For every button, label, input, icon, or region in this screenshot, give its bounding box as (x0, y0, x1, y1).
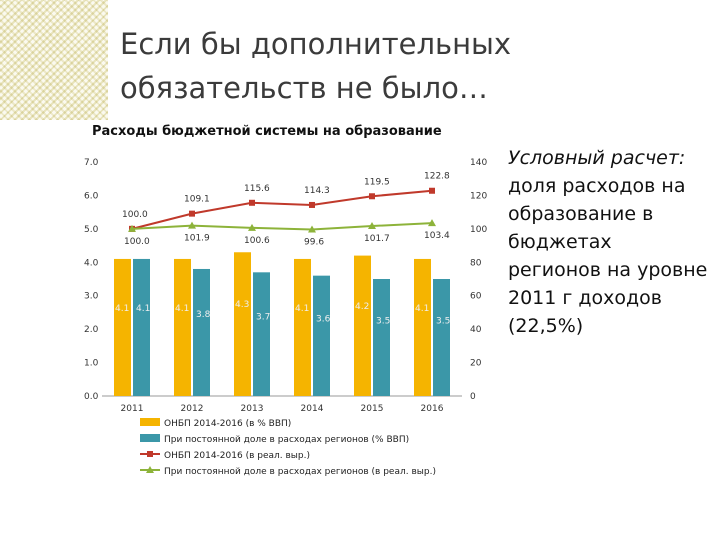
bar-const-share (253, 272, 270, 396)
y-left-tick-label: 1.0 (84, 359, 99, 369)
legend-swatch (140, 418, 160, 426)
bar-const-share (313, 275, 330, 396)
line-point-marker (368, 222, 376, 230)
x-tick-label: 2014 (301, 404, 324, 414)
line-data-label: 119.5 (364, 177, 390, 187)
legend-swatch (140, 434, 160, 442)
bar-data-label: 4.3 (235, 300, 249, 310)
bar-data-label: 4.1 (115, 304, 129, 314)
legend-label: ОНБП 2014-2016 (в реал. выр.) (164, 451, 310, 461)
x-tick-label: 2012 (181, 404, 204, 414)
bar-data-label: 3.6 (316, 314, 331, 324)
bar-data-label: 3.5 (436, 316, 450, 326)
y-right-tick-label: 60 (470, 292, 482, 302)
line-data-label: 122.8 (424, 172, 450, 182)
line-point-marker (248, 223, 256, 231)
line-point-marker (429, 187, 435, 194)
line-point-marker (189, 210, 195, 217)
bar-data-label: 3.8 (196, 310, 211, 320)
line-point-marker (308, 225, 316, 233)
line-series-onbp (131, 189, 433, 230)
line-point-marker (428, 219, 436, 227)
bar-data-label: 3.7 (256, 312, 270, 322)
x-tick-label: 2011 (121, 404, 144, 414)
line-point-marker (128, 224, 136, 232)
legend-marker (147, 451, 153, 457)
y-right-tick-label: 40 (470, 325, 482, 335)
line-point-marker (188, 221, 196, 229)
line-point-marker (249, 199, 255, 206)
line-data-label: 115.6 (244, 184, 270, 194)
bar-onbp (294, 258, 311, 396)
legend-label: ОНБП 2014-2016 (в % ВВП) (164, 419, 291, 429)
bar-onbp (234, 252, 251, 396)
y-left-tick-label: 2.0 (84, 325, 99, 335)
bar-const-share (133, 258, 150, 396)
side-note-emphasis: Условный расчет: (508, 147, 686, 169)
bar-data-label: 4.2 (355, 302, 369, 312)
bar-data-label: 3.5 (376, 316, 390, 326)
bar-const-share (433, 279, 450, 396)
line-data-label: 101.7 (364, 234, 390, 244)
bar-const-share (373, 279, 390, 396)
slide-title: Если бы дополнительных обязательств не б… (120, 22, 680, 110)
bar-data-label: 4.1 (175, 304, 189, 314)
y-left-tick-label: 3.0 (84, 292, 99, 302)
line-data-label: 109.1 (184, 195, 210, 205)
y-left-tick-label: 4.0 (84, 258, 99, 268)
y-right-tick-label: 80 (470, 258, 482, 268)
slide-title-line1: Если бы дополнительных (120, 27, 512, 61)
line-data-label: 101.9 (184, 234, 210, 244)
line-series-const-share (131, 222, 433, 231)
line-point-marker (309, 201, 315, 208)
side-note: Условный расчет: доля расходов на образо… (508, 144, 708, 340)
line-data-label: 100.0 (124, 237, 150, 247)
bar-onbp (114, 258, 131, 396)
line-point-marker (369, 193, 375, 200)
bar-onbp (174, 258, 191, 396)
slide-title-line2: обязательств не было… (120, 71, 488, 105)
line-data-label: 99.6 (304, 238, 324, 248)
legend-label: При постоянной доле в расходах регионов … (164, 467, 436, 477)
bar-data-label: 4.1 (136, 304, 150, 314)
y-right-tick-label: 100 (470, 225, 487, 235)
bar-data-label: 4.1 (415, 304, 429, 314)
x-tick-label: 2013 (241, 404, 264, 414)
decorative-stripe-pattern (0, 0, 108, 120)
y-left-tick-label: 6.0 (84, 191, 99, 201)
legend-marker (146, 466, 154, 473)
line-data-label: 100.6 (244, 236, 270, 246)
chart-title: Расходы бюджетной системы на образование (92, 124, 442, 139)
bar-onbp (414, 258, 431, 396)
y-right-tick-label: 20 (470, 359, 482, 369)
side-note-text: доля расходов на образование в бюджетах … (508, 175, 708, 337)
bar-const-share (193, 268, 210, 396)
x-tick-label: 2015 (361, 404, 384, 414)
y-left-tick-label: 0.0 (84, 392, 99, 402)
line-data-label: 100.0 (122, 210, 148, 220)
y-right-tick-label: 120 (470, 191, 487, 201)
line-data-label: 114.3 (304, 186, 330, 196)
y-right-tick-label: 0 (470, 392, 476, 402)
x-tick-label: 2016 (421, 404, 444, 414)
bar-onbp (354, 255, 371, 396)
y-left-tick-label: 7.0 (84, 158, 99, 168)
y-left-tick-label: 5.0 (84, 225, 99, 235)
y-right-tick-label: 140 (470, 158, 487, 168)
line-data-label: 103.4 (424, 231, 450, 241)
legend-label: При постоянной доле в расходах регионов … (164, 435, 409, 445)
bar-data-label: 4.1 (295, 304, 309, 314)
